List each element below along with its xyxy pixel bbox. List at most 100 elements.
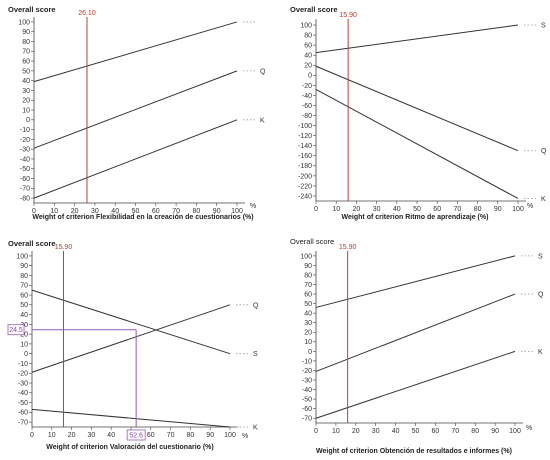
y-tick-label: 70 xyxy=(20,283,28,290)
series-label-q: Q xyxy=(260,68,266,75)
x-tick-label: 70 xyxy=(451,428,459,435)
x-unit-label: % xyxy=(526,425,532,432)
x-tick-label: 40 xyxy=(111,208,119,215)
x-tick-label: 100 xyxy=(231,208,243,215)
y-tick-label: -80 xyxy=(302,113,312,120)
y-tick-label: 100 xyxy=(300,253,312,260)
y-tick-label: 50 xyxy=(20,302,28,309)
y-tick-label: -60 xyxy=(302,406,312,413)
series-line xyxy=(315,24,519,54)
y-tick-label: -240 xyxy=(298,193,312,200)
y-tick-label: -100 xyxy=(298,123,312,130)
y-tick-label: 80 xyxy=(304,32,312,39)
y-tick-label: 40 xyxy=(22,78,30,85)
y-tick-label: 70 xyxy=(304,282,312,289)
weight-marker-label: 15.90 xyxy=(55,244,73,251)
x-tick-label: 100 xyxy=(512,206,524,213)
x-tick-label: 30 xyxy=(88,432,96,439)
series-line xyxy=(315,65,519,152)
x-tick-label: 90 xyxy=(213,208,221,215)
y-tick-label: -50 xyxy=(20,166,30,173)
series-line xyxy=(315,293,516,372)
y-tick-label: 10 xyxy=(22,107,30,114)
y-tick-label: -70 xyxy=(18,420,28,427)
series-label-q: Q xyxy=(541,148,547,155)
x-tick-label: 50 xyxy=(412,428,420,435)
series-label-q: Q xyxy=(253,302,259,309)
y-tick-label: 20 xyxy=(22,98,30,105)
weight-marker-label: 15.90 xyxy=(339,12,357,19)
y-tick-label: -200 xyxy=(298,173,312,180)
y-tick-label: -10 xyxy=(20,127,30,134)
series-line xyxy=(315,350,516,419)
x-tick-label: 40 xyxy=(393,206,401,213)
y-tick-label: -20 xyxy=(302,368,312,375)
y-tick-label: -40 xyxy=(302,93,312,100)
x-unit-label: % xyxy=(242,433,248,440)
y-tick-label: 60 xyxy=(20,292,28,299)
chart-panel-ritmo: Overall score Weight of criterion Ritmo … xyxy=(290,5,547,221)
series-label-k: K xyxy=(253,425,258,432)
x-tick-label: 30 xyxy=(372,428,380,435)
weight-marker-label: 15.90 xyxy=(339,244,357,251)
x-tick-label: 10 xyxy=(50,208,58,215)
y-tick-label: -40 xyxy=(18,390,28,397)
chart-title: Overall score xyxy=(290,5,338,14)
x-tick-label: 20 xyxy=(71,208,79,215)
x-tick-label: 60 xyxy=(147,432,155,439)
y-tick-label: -60 xyxy=(302,103,312,110)
chart-panel-valoracion: Overall score Weight of criterion Valora… xyxy=(7,239,259,451)
series-line xyxy=(33,70,238,149)
chart-title: Overall score xyxy=(8,239,56,248)
x-tick-label: 50 xyxy=(413,206,421,213)
chart-panel-obtencion: Overall score Weight of criterion Obtenc… xyxy=(290,237,544,455)
y-tick-label: -40 xyxy=(20,156,30,163)
series-line xyxy=(33,119,238,199)
y-tick-label: 80 xyxy=(304,272,312,279)
x-tick-label: 20 xyxy=(68,432,76,439)
x-tick-label: 70 xyxy=(167,432,175,439)
readout-y-value: 24.5 xyxy=(9,327,23,334)
chart-title: Overall score xyxy=(8,5,56,14)
y-tick-label: 60 xyxy=(22,58,30,65)
y-tick-label: 60 xyxy=(304,291,312,298)
x-tick-label: 0 xyxy=(314,206,318,213)
x-tick-label: 100 xyxy=(509,428,521,435)
x-unit-label: % xyxy=(250,203,256,210)
series-line xyxy=(33,21,238,83)
y-tick-label: 0 xyxy=(308,349,312,356)
y-tick-label: -30 xyxy=(20,147,30,154)
series-label-s: S xyxy=(541,23,546,30)
y-tick-label: 40 xyxy=(20,312,28,319)
y-tick-label: -10 xyxy=(18,361,28,368)
series-label-s: S xyxy=(538,253,543,260)
y-tick-label: -20 xyxy=(302,83,312,90)
y-tick-label: -40 xyxy=(302,387,312,394)
series-label-q: Q xyxy=(538,292,544,299)
x-tick-label: 40 xyxy=(392,428,400,435)
weight-marker-label: 26.10 xyxy=(78,10,96,17)
x-tick-label: 80 xyxy=(193,208,201,215)
y-tick-label: 0 xyxy=(308,73,312,80)
x-tick-label: 0 xyxy=(314,428,318,435)
x-tick-label: 10 xyxy=(332,428,340,435)
x-tick-label: 30 xyxy=(91,208,99,215)
y-tick-label: 40 xyxy=(304,53,312,60)
chart-panel-flexibilidad: Overall score Weight of criterion Flexib… xyxy=(8,5,266,221)
x-tick-label: 90 xyxy=(206,432,214,439)
y-tick-label: -20 xyxy=(18,371,28,378)
y-tick-label: 90 xyxy=(304,263,312,270)
x-tick-label: 10 xyxy=(332,206,340,213)
y-tick-label: -180 xyxy=(298,163,312,170)
x-tick-label: 60 xyxy=(152,208,160,215)
x-tick-label: 70 xyxy=(454,206,462,213)
y-tick-label: 10 xyxy=(304,339,312,346)
x-tick-label: 0 xyxy=(30,432,34,439)
y-tick-label: -50 xyxy=(18,400,28,407)
x-tick-label: 100 xyxy=(224,432,236,439)
readout-x-value: 52.6 xyxy=(129,433,143,440)
y-tick-label: -220 xyxy=(298,183,312,190)
y-tick-label: -60 xyxy=(20,176,30,183)
y-tick-label: -160 xyxy=(298,153,312,160)
